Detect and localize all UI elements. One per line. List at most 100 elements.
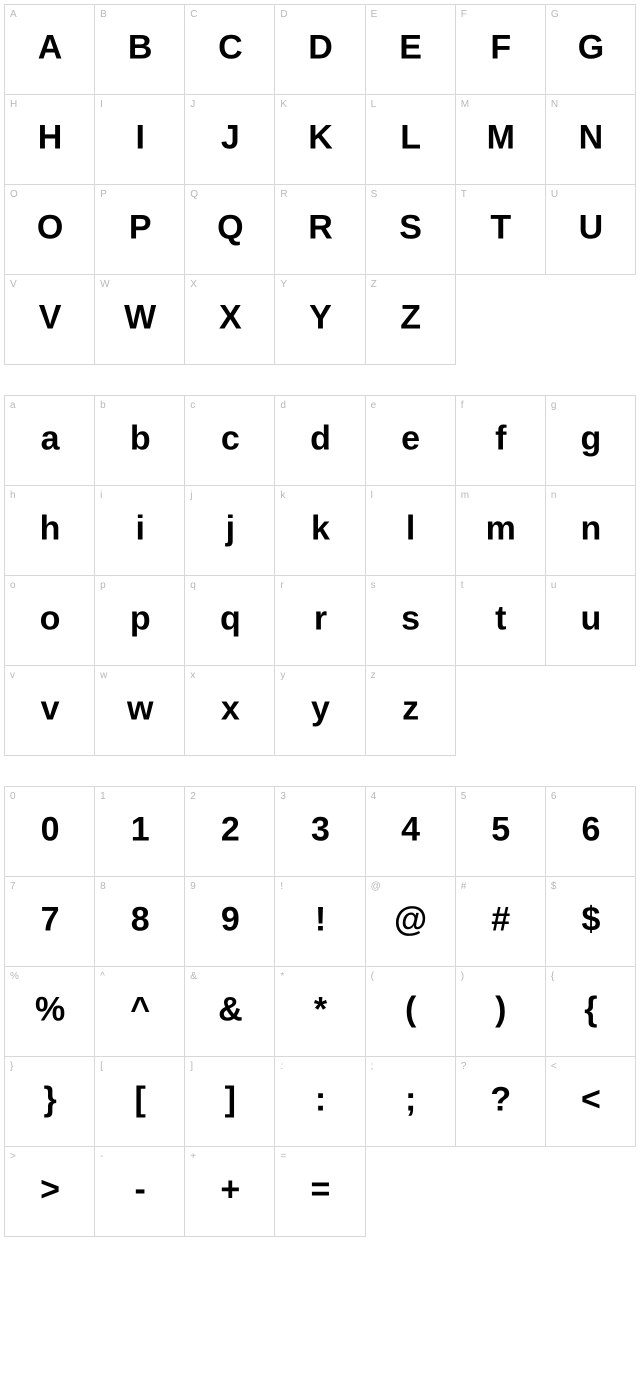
cell-glyph: v [41, 689, 59, 728]
cell-glyph: N [579, 118, 603, 157]
glyph-cell: cc [185, 396, 275, 486]
glyph-cell: 00 [5, 787, 95, 877]
cell-glyph: i [135, 509, 143, 548]
cell-key-label: } [10, 1061, 13, 1072]
glyph-cell: qq [185, 576, 275, 666]
glyph-cell: KK [275, 95, 365, 185]
cell-key-label: U [551, 189, 558, 200]
glyph-cell: ll [366, 486, 456, 576]
cell-glyph: L [400, 118, 420, 157]
glyph-cell: VV [5, 275, 95, 365]
cell-glyph: e [401, 419, 419, 458]
glyph-cell: }} [5, 1057, 95, 1147]
glyph-cell: ZZ [366, 275, 456, 365]
cell-key-label: B [100, 9, 107, 20]
cell-glyph: = [311, 1170, 330, 1209]
cell-key-label: t [461, 580, 464, 591]
cell-key-label: y [280, 670, 285, 681]
cell-glyph: I [135, 118, 143, 157]
glyph-cell: ** [275, 967, 365, 1057]
cell-glyph: 4 [401, 810, 419, 849]
glyph-cell: [[ [95, 1057, 185, 1147]
cell-glyph: M [487, 118, 514, 157]
cell-glyph: 1 [131, 810, 149, 849]
cell-key-label: & [190, 971, 197, 982]
cell-glyph: { [584, 990, 596, 1029]
cell-glyph: V [39, 298, 61, 337]
cell-glyph: q [220, 599, 240, 638]
cell-glyph: C [218, 28, 242, 67]
cell-glyph: j [226, 509, 234, 548]
glyph-cell: JJ [185, 95, 275, 185]
cell-key-label: L [371, 99, 377, 110]
cell-key-label: ^ [100, 971, 105, 982]
cell-key-label: d [280, 400, 286, 411]
cell-glyph: W [124, 298, 155, 337]
empty-cell [456, 275, 546, 365]
cell-key-label: ] [190, 1061, 193, 1072]
cell-glyph: @ [394, 900, 426, 939]
glyph-cell: 33 [275, 787, 365, 877]
cell-key-label: - [100, 1151, 103, 1162]
glyph-cell: >> [5, 1147, 95, 1237]
cell-key-label: S [371, 189, 378, 200]
cell-key-label: ; [371, 1061, 374, 1072]
cell-key-label: 2 [190, 791, 196, 802]
glyph-cell: $$ [546, 877, 636, 967]
cell-key-label: M [461, 99, 469, 110]
cell-key-label: C [190, 9, 197, 20]
glyph-cell: PP [95, 185, 185, 275]
cell-key-label: W [100, 279, 109, 290]
empty-cell [546, 275, 636, 365]
glyph-cell: -- [95, 1147, 185, 1237]
character-map: AABBCCDDEEFFGGHHIIJJKKLLMMNNOOPPQQRRSSTT… [4, 4, 636, 1237]
cell-glyph: 3 [311, 810, 329, 849]
cell-key-label: x [190, 670, 195, 681]
cell-glyph: b [130, 419, 150, 458]
cell-key-label: g [551, 400, 557, 411]
cell-glyph: K [308, 118, 332, 157]
section-lowercase: aabbccddeeffgghhiijjkkllmmnnooppqqrrsstt… [4, 395, 636, 756]
glyph-cell: kk [275, 486, 365, 576]
glyph-cell: RR [275, 185, 365, 275]
cell-glyph: : [315, 1080, 325, 1119]
glyph-grid: aabbccddeeffgghhiijjkkllmmnnooppqqrrsstt… [4, 395, 636, 756]
cell-key-label: 0 [10, 791, 16, 802]
cell-key-label: H [10, 99, 17, 110]
cell-glyph: 9 [221, 900, 239, 939]
cell-glyph: < [581, 1080, 600, 1119]
cell-key-label: 1 [100, 791, 106, 802]
glyph-cell: )) [456, 967, 546, 1057]
cell-key-label: 5 [461, 791, 467, 802]
cell-glyph: U [579, 208, 603, 247]
cell-key-label: K [280, 99, 287, 110]
cell-glyph: y [311, 689, 329, 728]
cell-glyph: ! [315, 900, 325, 939]
cell-glyph: E [399, 28, 421, 67]
glyph-cell: mm [456, 486, 546, 576]
cell-glyph: O [37, 208, 62, 247]
cell-glyph: Z [400, 298, 420, 337]
cell-glyph: x [221, 689, 239, 728]
cell-key-label: k [280, 490, 285, 501]
cell-key-label: f [461, 400, 464, 411]
cell-key-label: s [371, 580, 376, 591]
cell-key-label: e [371, 400, 377, 411]
cell-glyph: } [43, 1080, 55, 1119]
cell-key-label: m [461, 490, 469, 501]
glyph-cell: 22 [185, 787, 275, 877]
cell-glyph: ^ [130, 990, 149, 1029]
glyph-cell: oo [5, 576, 95, 666]
glyph-cell: 11 [95, 787, 185, 877]
cell-glyph: l [406, 509, 414, 548]
cell-glyph: 8 [131, 900, 149, 939]
glyph-cell: ee [366, 396, 456, 486]
glyph-cell: 77 [5, 877, 95, 967]
glyph-cell: 66 [546, 787, 636, 877]
cell-glyph: 2 [221, 810, 239, 849]
cell-glyph: t [495, 599, 505, 638]
cell-glyph: J [221, 118, 239, 157]
glyph-cell: (( [366, 967, 456, 1057]
cell-key-label: p [100, 580, 106, 591]
glyph-cell: ]] [185, 1057, 275, 1147]
